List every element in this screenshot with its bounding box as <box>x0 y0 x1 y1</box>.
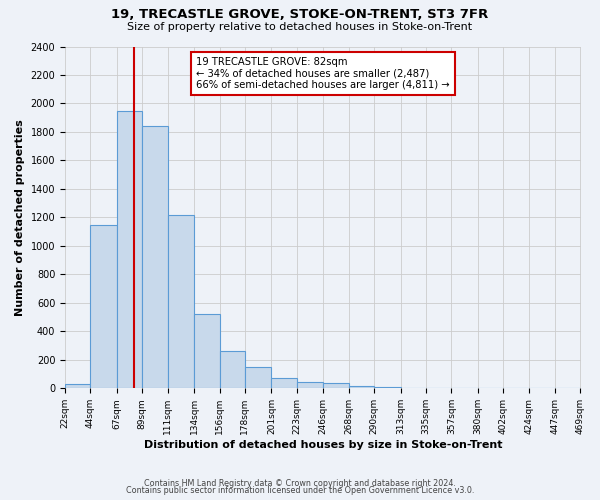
Text: Size of property relative to detached houses in Stoke-on-Trent: Size of property relative to detached ho… <box>127 22 473 32</box>
Bar <box>323 384 349 388</box>
Bar <box>194 314 220 388</box>
X-axis label: Distribution of detached houses by size in Stoke-on-Trent: Distribution of detached houses by size … <box>143 440 502 450</box>
Bar <box>142 126 167 388</box>
Bar <box>91 224 117 388</box>
Bar <box>167 214 194 388</box>
Y-axis label: Number of detached properties: Number of detached properties <box>15 119 25 316</box>
Text: 19, TRECASTLE GROVE, STOKE-ON-TRENT, ST3 7FR: 19, TRECASTLE GROVE, STOKE-ON-TRENT, ST3… <box>112 8 488 20</box>
Bar <box>374 387 401 388</box>
Bar <box>65 384 91 388</box>
Bar <box>245 368 271 388</box>
Bar <box>271 378 297 388</box>
Bar <box>220 350 245 389</box>
Text: Contains HM Land Registry data © Crown copyright and database right 2024.: Contains HM Land Registry data © Crown c… <box>144 478 456 488</box>
Bar <box>297 382 323 388</box>
Text: 19 TRECASTLE GROVE: 82sqm
← 34% of detached houses are smaller (2,487)
66% of se: 19 TRECASTLE GROVE: 82sqm ← 34% of detac… <box>196 57 450 90</box>
Bar <box>349 386 374 388</box>
Bar <box>117 110 142 388</box>
Text: Contains public sector information licensed under the Open Government Licence v3: Contains public sector information licen… <box>126 486 474 495</box>
